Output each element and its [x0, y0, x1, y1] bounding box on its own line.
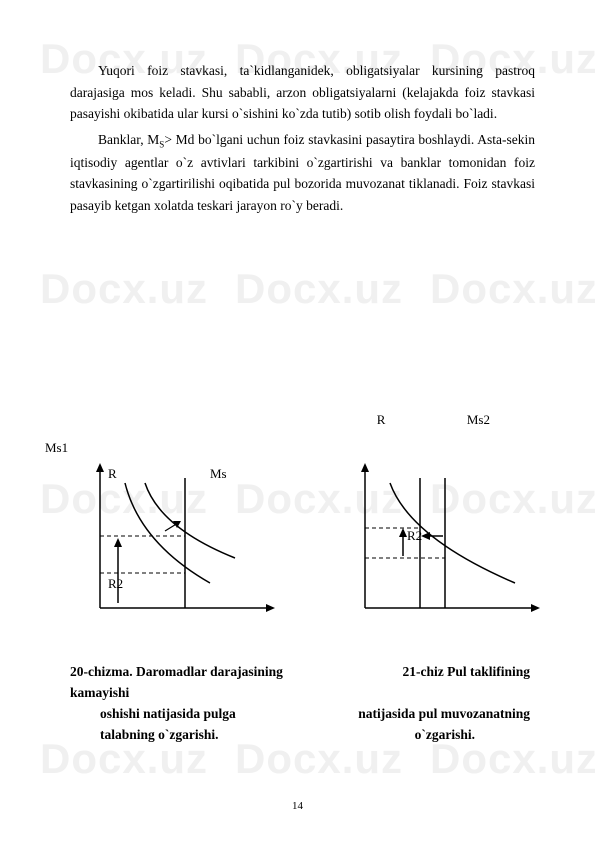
captions: 20-chizma. Daromadlar darajasining 21-ch…: [70, 662, 530, 746]
chart-left-svg: R Ms R2: [70, 458, 280, 628]
charts-row: R Ms2 Ms1 R Ms R: [70, 430, 530, 650]
caption-4-right: o`zgarishi.: [415, 725, 475, 746]
label-Ms2: Ms2: [467, 412, 490, 427]
caption-2-left: kamayishi: [70, 683, 129, 704]
label-R-right: R: [377, 412, 386, 427]
watermark: Docx.uz: [430, 265, 595, 313]
watermark: Docx.uz: [235, 265, 403, 313]
watermark: Docx.uz: [40, 265, 208, 313]
chart-right-svg: R2: [335, 458, 545, 628]
para2-pre: Banklar, M: [98, 132, 159, 147]
chart-left: R Ms R2: [70, 458, 280, 633]
caption-1-right: 21-chiz Pul taklifining: [402, 662, 530, 683]
label-R2-left: R2: [108, 576, 123, 591]
chart-right-top-labels: R Ms2: [377, 412, 490, 428]
label-Ms1: Ms1: [45, 440, 68, 456]
page-number: 14: [0, 800, 595, 812]
caption-1-left: 20-chizma. Daromadlar darajasining: [70, 662, 283, 683]
label-R-left: R: [108, 466, 117, 481]
caption-3-right: natijasida pul muvozanatning: [358, 704, 530, 725]
label-Ms-left: Ms: [210, 466, 227, 481]
caption-3-left: oshishi natijasida pulga: [100, 704, 236, 725]
caption-4-left: talabning o`zgarishi.: [100, 725, 219, 746]
chart-right: R2: [335, 458, 545, 633]
label-R2-right: R2: [407, 528, 422, 543]
paragraph-2: Banklar, MS> Md bo`lgani uchun foiz stav…: [70, 129, 535, 217]
paragraph-1: Yuqori foiz stavkasi, ta`kidlanganidek, …: [70, 60, 535, 125]
page-content: Yuqori foiz stavkasi, ta`kidlanganidek, …: [0, 0, 595, 261]
